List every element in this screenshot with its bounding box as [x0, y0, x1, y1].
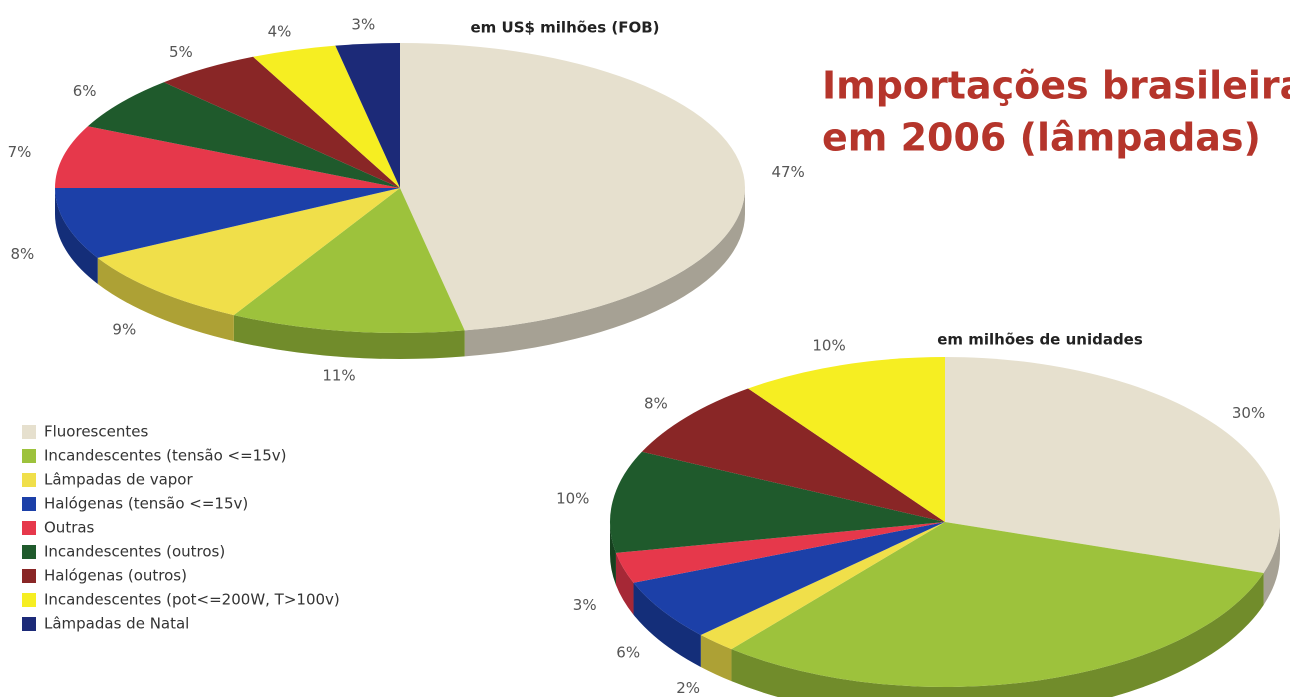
legend-label: Lâmpadas de Natal	[44, 615, 189, 633]
data-label: 10%	[812, 337, 845, 355]
legend-label: Lâmpadas de vapor	[44, 471, 193, 489]
pie-side	[700, 634, 732, 682]
pie-slice	[54, 188, 400, 258]
pie-side-shade	[610, 522, 616, 585]
data-label: 7%	[8, 143, 32, 161]
legend-swatch	[22, 545, 36, 559]
legend-label: Halógenas (tensão <=15v)	[44, 495, 248, 513]
pie-side	[615, 552, 634, 615]
pie-side-shade	[97, 257, 234, 342]
pie-side	[610, 522, 616, 585]
pie-side	[54, 188, 98, 284]
data-label: 8%	[644, 395, 668, 413]
pie-side	[633, 582, 701, 667]
data-label: 3%	[351, 15, 375, 33]
data-label: 11%	[322, 366, 355, 384]
pie-slice	[87, 82, 401, 188]
pie-slice	[700, 522, 945, 650]
pie-slice	[641, 388, 945, 522]
pie-side	[97, 257, 234, 342]
pie-slice	[163, 56, 400, 188]
pie-slice	[731, 522, 1264, 687]
chart-title: Importações brasileiras	[822, 64, 1290, 108]
pie-side-shade	[633, 582, 701, 667]
pie-side-shade	[700, 634, 732, 682]
data-label: 9%	[112, 320, 136, 338]
legend-label: Outras	[44, 519, 95, 537]
data-label: 8%	[10, 245, 34, 263]
legend-swatch	[22, 617, 36, 631]
pie-slice	[748, 357, 945, 522]
legend-swatch	[22, 497, 36, 511]
legend-label: Incandescentes (pot<=200W, T>100v)	[44, 591, 340, 609]
data-label: 47%	[771, 163, 804, 181]
pie-slice	[610, 451, 945, 553]
legend-swatch	[22, 593, 36, 607]
legend-swatch	[22, 473, 36, 487]
legend-swatch	[22, 425, 36, 439]
pie-side-shade	[731, 572, 1264, 697]
pie-side-shade	[464, 188, 745, 357]
data-label: 6%	[616, 644, 640, 662]
chart-title: em 2006 (lâmpadas)	[822, 116, 1261, 160]
chart-subtitle: em milhões de unidades	[937, 331, 1143, 349]
data-label: 3%	[573, 596, 597, 614]
legend-swatch	[22, 449, 36, 463]
pie-side	[464, 188, 745, 357]
pie-slice	[633, 522, 945, 635]
legend-label: Halógenas (outros)	[44, 567, 187, 585]
pie-slice	[945, 357, 1280, 573]
data-label: 5%	[169, 43, 193, 61]
pie-side-shade	[615, 552, 634, 615]
pie-slice	[55, 126, 400, 188]
pie-side	[731, 572, 1264, 697]
pie-slice	[97, 188, 400, 316]
data-label: 6%	[73, 82, 97, 100]
legend-label: Fluorescentes	[44, 423, 148, 441]
pie-slice	[400, 43, 745, 331]
pie-side-shade	[1263, 522, 1280, 605]
pie-slice	[253, 45, 400, 189]
legend-swatch	[22, 569, 36, 583]
pie-slice	[233, 188, 465, 333]
chart-subtitle: em US$ milhões (FOB)	[470, 19, 659, 37]
legend-label: Incandescentes (tensão <=15v)	[44, 447, 287, 465]
pie-side-shade	[233, 315, 465, 359]
pie-side	[1263, 522, 1280, 605]
pie-slice	[335, 43, 400, 188]
pie-slice	[615, 522, 945, 583]
legend-label: Incandescentes (outros)	[44, 543, 225, 561]
pie-side-shade	[54, 188, 98, 284]
data-label: 4%	[268, 23, 292, 41]
pie-side	[233, 315, 465, 359]
data-label: 30%	[1232, 404, 1265, 422]
data-label: 10%	[556, 489, 589, 507]
data-label: 2%	[676, 679, 700, 697]
legend-swatch	[22, 521, 36, 535]
